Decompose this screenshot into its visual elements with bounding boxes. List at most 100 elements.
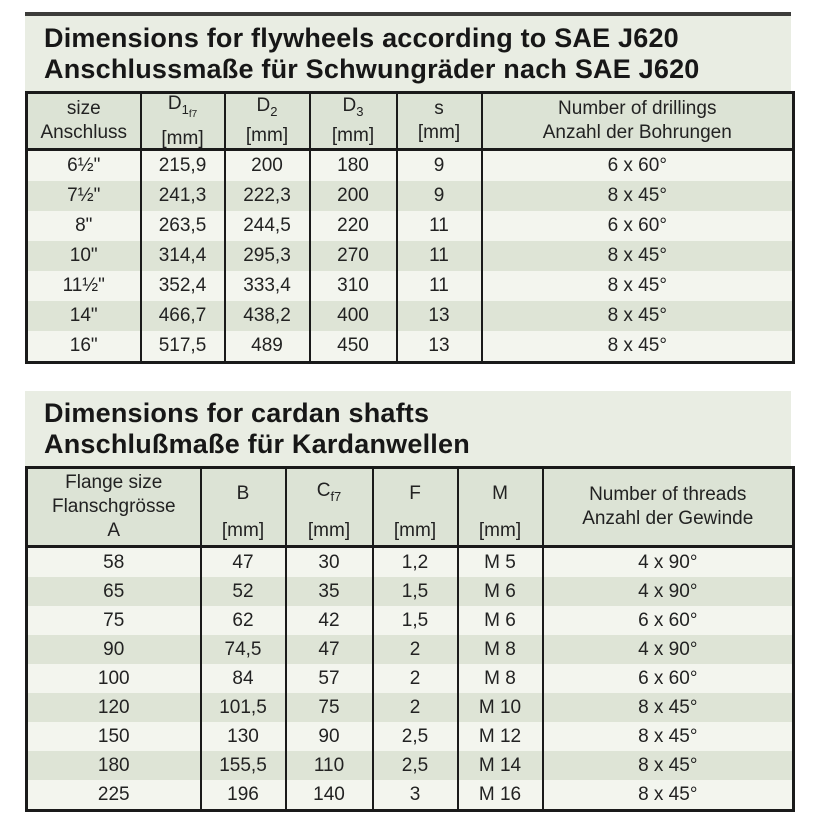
table-cell: 1,2 <box>371 546 459 577</box>
table-cell: 62 <box>199 606 287 635</box>
table-cell: 101,5 <box>199 693 287 722</box>
table-row: 120 101,5 75 2 M 10 8 x 45° <box>25 693 795 722</box>
table-cell: 1,5 <box>371 606 459 635</box>
table-cell: M 16 <box>456 780 544 811</box>
header-unit: [mm] <box>161 127 204 149</box>
table-cell: 2 <box>371 693 459 722</box>
col-header-d2: D2 [mm] <box>223 92 311 150</box>
cardan-header-row: Flange size Flanschgrösse A B [mm] <box>25 467 795 547</box>
table-cell: 9 <box>395 181 483 211</box>
table-cell: 400 <box>308 301 398 331</box>
table-cell: 11½" <box>25 271 142 301</box>
table-cell: 150 <box>25 722 202 751</box>
col-header-threads: Number of threads Anzahl der Gewinde <box>541 467 795 547</box>
table-row: 7½" 241,3 222,3 200 9 8 x 45° <box>25 181 795 211</box>
table-cell: 310 <box>308 271 398 301</box>
cardan-section: Dimensions for cardan shafts Anschlußmaß… <box>25 391 795 812</box>
table-cell: 2,5 <box>371 722 459 751</box>
table-cell: 6 x 60° <box>480 211 795 241</box>
table-row: 11½" 352,4 333,4 310 11 8 x 45° <box>25 271 795 301</box>
table-cell: 4 x 90° <box>541 577 795 606</box>
header-symbol: B <box>236 483 250 504</box>
table-row: 150 130 90 2,5 M 12 8 x 45° <box>25 722 795 751</box>
header-symbol: D3 <box>342 95 364 119</box>
table-cell: 225 <box>25 780 202 811</box>
table-row: 14" 466,7 438,2 400 13 8 x 45° <box>25 301 795 331</box>
table-cell: 47 <box>284 635 374 664</box>
col-header-size: size Anschluss <box>25 92 142 150</box>
header-line: Number of threads <box>589 484 747 505</box>
table-row: 10" 314,4 295,3 270 11 8 x 45° <box>25 241 795 271</box>
table-cell: 438,2 <box>223 301 311 331</box>
col-header-m: M [mm] <box>456 467 544 547</box>
table-cell: 180 <box>308 149 398 181</box>
table-cell: 6 x 60° <box>480 149 795 181</box>
table-cell: 8 x 45° <box>541 780 795 811</box>
header-line: Anschluss <box>40 122 128 143</box>
cardan-title-de: Anschlußmaße für Kardanwellen <box>44 429 470 459</box>
table-cell: 295,3 <box>223 241 311 271</box>
table-cell: 74,5 <box>199 635 287 664</box>
table-cell: 7½" <box>25 181 142 211</box>
table-cell: 90 <box>25 635 202 664</box>
table-cell: 3 <box>371 780 459 811</box>
table-cell: 100 <box>25 664 202 693</box>
table-cell: 90 <box>284 722 374 751</box>
table-cell: 220 <box>308 211 398 241</box>
table-cell: 9 <box>395 149 483 181</box>
table-cell: 57 <box>284 664 374 693</box>
table-cell: 6 x 60° <box>541 664 795 693</box>
table-cell: 42 <box>284 606 374 635</box>
table-cell: M 8 <box>456 635 544 664</box>
table-cell: M 6 <box>456 606 544 635</box>
table-cell: 8 x 45° <box>480 301 795 331</box>
flywheel-table-body: 6½" 215,9 200 180 9 6 x 60° 7½" 241,3 222,3 200 9 8… <box>25 149 795 363</box>
col-header-drillings: Number of drillings Anzahl der Bohrungen <box>480 92 795 150</box>
table-cell: 6 x 60° <box>541 606 795 635</box>
flywheel-title-block: Dimensions for flywheels according to SA… <box>25 12 791 91</box>
header-symbol: Cf7 <box>316 480 342 504</box>
table-cell: 200 <box>308 181 398 211</box>
flywheel-section: Dimensions for flywheels according to SA… <box>25 12 795 364</box>
table-cell: 13 <box>395 301 483 331</box>
table-cell: 14" <box>25 301 142 331</box>
table-cell: 11 <box>395 211 483 241</box>
section-gap <box>25 364 791 391</box>
header-symbol: D1f7 <box>167 92 198 120</box>
table-cell: 8 x 45° <box>480 271 795 301</box>
table-cell: 8" <box>25 211 142 241</box>
table-cell: 270 <box>308 241 398 271</box>
table-cell: 155,5 <box>199 751 287 780</box>
table-cell: 65 <box>25 577 202 606</box>
col-header-d1f7: D1f7 [mm] <box>139 92 226 150</box>
flywheel-header-row: size Anschluss D1f7 [mm] D2 [mm] <box>25 92 795 150</box>
header-line: Flange size <box>65 472 163 493</box>
cardan-table: Flange size Flanschgrösse A B [mm] <box>25 466 795 812</box>
table-cell: 1,5 <box>371 577 459 606</box>
table-cell: 8 x 45° <box>480 181 795 211</box>
table-cell: 110 <box>284 751 374 780</box>
header-line: size <box>66 98 101 119</box>
table-cell: 30 <box>284 546 374 577</box>
table-cell: 2 <box>371 664 459 693</box>
table-cell: 352,4 <box>139 271 226 301</box>
table-row: 225 196 140 3 M 16 8 x 45° <box>25 780 795 811</box>
header-symbol: D2 <box>256 95 278 119</box>
table-cell: M 14 <box>456 751 544 780</box>
table-cell: 4 x 90° <box>541 546 795 577</box>
cardan-title-block: Dimensions for cardan shafts Anschlußmaß… <box>25 391 791 466</box>
table-cell: 11 <box>395 271 483 301</box>
header-symbol: M <box>492 483 508 504</box>
col-header-cf7: Cf7 [mm] <box>284 467 374 547</box>
table-cell: M 6 <box>456 577 544 606</box>
table-cell: 47 <box>199 546 287 577</box>
table-cell: 13 <box>395 331 483 363</box>
table-cell: 196 <box>199 780 287 811</box>
table-cell: 4 x 90° <box>541 635 795 664</box>
flywheel-table: size Anschluss D1f7 [mm] D2 [mm] <box>25 91 795 364</box>
header-unit: [mm] <box>307 520 351 541</box>
